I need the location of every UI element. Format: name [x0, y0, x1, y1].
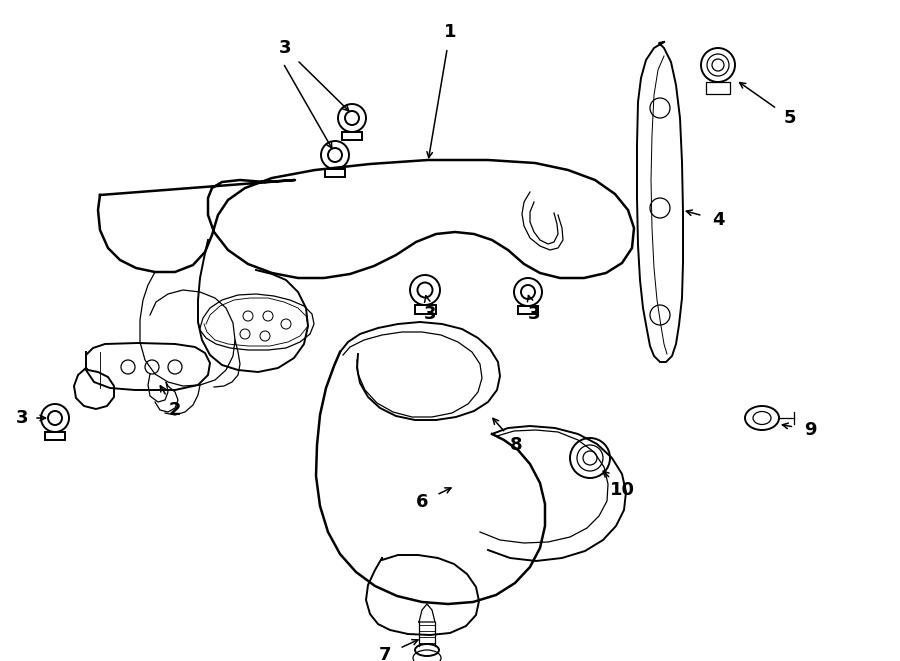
Text: 3: 3 [279, 39, 292, 57]
Bar [415, 305, 436, 314]
Text: 3: 3 [16, 409, 28, 427]
Text: 3: 3 [424, 305, 436, 323]
Text: 7: 7 [379, 646, 392, 661]
Text: 1: 1 [444, 23, 456, 41]
Text: 6: 6 [416, 493, 428, 511]
Text: 2: 2 [169, 401, 181, 419]
Text: 9: 9 [804, 421, 816, 439]
Bar [706, 82, 730, 94]
Text: 8: 8 [509, 436, 522, 454]
Text: 10: 10 [609, 481, 634, 499]
Bar [342, 132, 362, 140]
Text: 3: 3 [527, 305, 540, 323]
Bar [45, 432, 65, 440]
Text: 4: 4 [712, 211, 724, 229]
Text: 5: 5 [784, 109, 796, 127]
Bar [325, 169, 345, 177]
Bar [518, 306, 538, 315]
